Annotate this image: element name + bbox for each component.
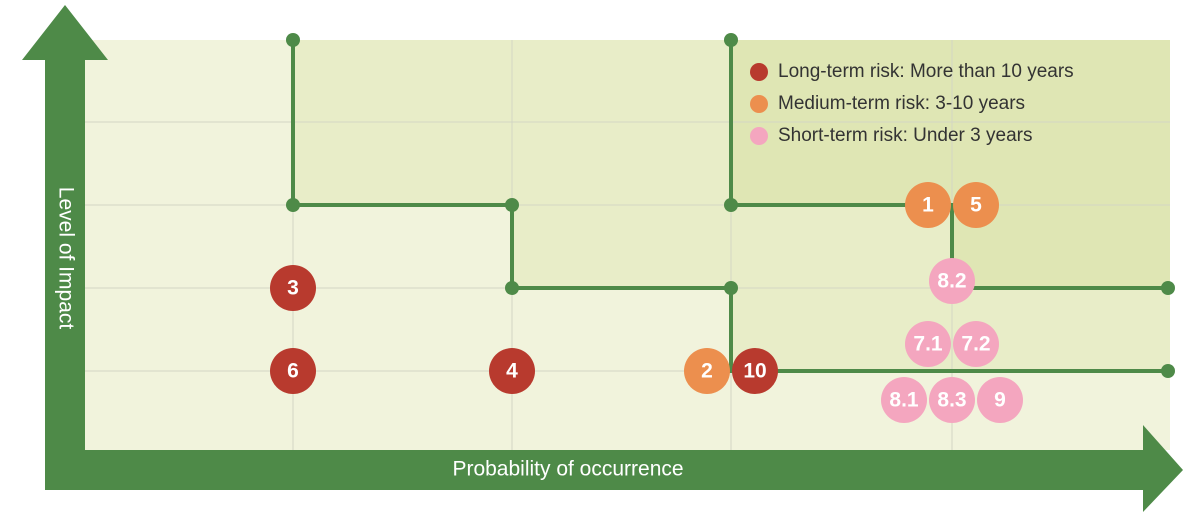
risk-circle — [953, 182, 999, 228]
legend-label: Long-term risk: More than 10 years — [778, 61, 1074, 82]
risk-label: 4 — [506, 360, 518, 383]
risk-circle — [732, 348, 778, 394]
risk-label: 7.1 — [913, 333, 943, 356]
risk-bubble: 5 — [953, 182, 999, 228]
x-axis-arrow — [45, 425, 1183, 512]
risk-circle — [977, 377, 1023, 423]
x-axis-label: Probability of occurrence — [452, 458, 683, 481]
risk-bubble: 3 — [270, 265, 316, 311]
legend-label: Medium-term risk: 3-10 years — [778, 93, 1025, 114]
risk-circle — [684, 348, 730, 394]
risk-bubble: 1 — [905, 182, 951, 228]
risk-circle — [929, 258, 975, 304]
risk-bubble: 6 — [270, 348, 316, 394]
risk-bubble: 10 — [732, 348, 778, 394]
risk-circle — [905, 321, 951, 367]
risk-label: 8.3 — [937, 389, 966, 412]
risks: 3 6 4 2 10 1 5 8.2 7.1 7.2 8.1 8.3 9 — [270, 182, 1023, 423]
risk-bubble: 4 — [489, 348, 535, 394]
risk-circle — [270, 265, 316, 311]
risk-label: 3 — [287, 277, 299, 300]
risk-label: 10 — [743, 360, 766, 383]
risk-label: 5 — [970, 194, 982, 217]
risk-label: 7.2 — [961, 333, 990, 356]
risk-circle — [489, 348, 535, 394]
y-axis-label: Level of Impact — [54, 187, 77, 330]
risk-bubble: 8.1 — [881, 377, 927, 423]
legend-label: Short-term risk: Under 3 years — [778, 125, 1032, 146]
threshold-nodes — [286, 33, 1175, 378]
risk-label: 9 — [994, 389, 1006, 412]
risk-bubble: 7.2 — [953, 321, 999, 367]
risk-bubble: 2 — [684, 348, 730, 394]
risk-circle — [929, 377, 975, 423]
legend-swatch — [750, 63, 768, 81]
legend-swatch — [750, 95, 768, 113]
risk-label: 6 — [287, 360, 299, 383]
risk-circle — [905, 182, 951, 228]
risk-label: 8.2 — [937, 270, 966, 293]
risk-circle — [270, 348, 316, 394]
legend-swatch — [750, 127, 768, 145]
risk-bubble: 8.3 — [929, 377, 975, 423]
risk-bubble: 8.2 — [929, 258, 975, 304]
y-axis-arrow — [22, 5, 108, 490]
high-zone — [731, 40, 1170, 288]
risk-label: 2 — [701, 360, 713, 383]
legend: Long-term risk: More than 10 years Medium… — [750, 61, 1074, 146]
risk-bubble: 7.1 — [905, 321, 951, 367]
risk-circle — [953, 321, 999, 367]
risk-bubble: 9 — [977, 377, 1023, 423]
risk-label: 1 — [922, 194, 934, 217]
risk-circle — [881, 377, 927, 423]
risk-label: 8.1 — [889, 389, 919, 412]
